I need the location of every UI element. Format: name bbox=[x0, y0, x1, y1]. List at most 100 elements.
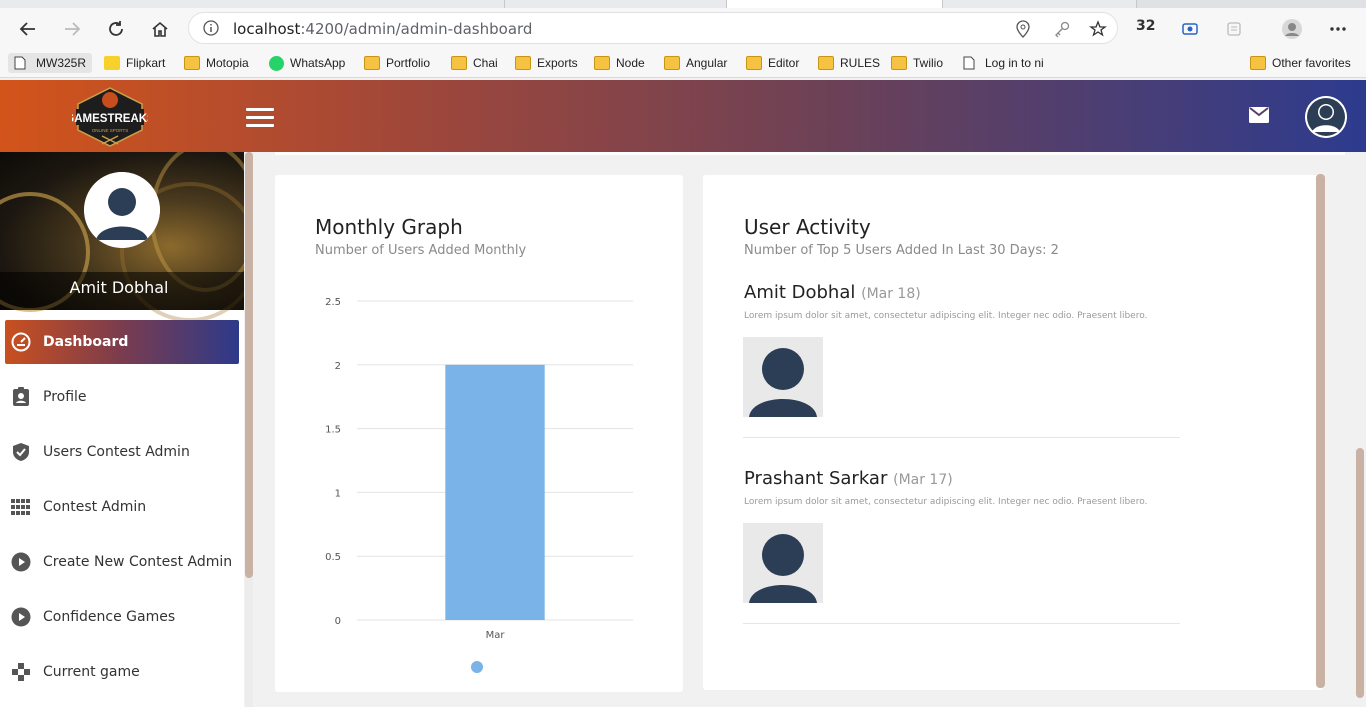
activity-scrollbar[interactable] bbox=[1316, 174, 1325, 688]
folder-icon bbox=[451, 56, 467, 70]
bookmark-label: Twilio bbox=[913, 56, 944, 70]
chart-y-tick-label: 1.5 bbox=[325, 425, 341, 436]
header-avatar[interactable] bbox=[1305, 96, 1347, 138]
folder-icon bbox=[664, 56, 680, 70]
chart-y-tick-label: 1 bbox=[335, 488, 341, 499]
monthly-graph-subtitle: Number of Users Added Monthly bbox=[315, 243, 527, 258]
bookmarks-bar: MW325R Flipkart Motopia WhatsApp Portfol… bbox=[0, 48, 1366, 78]
sidebar-item-label: Contest Admin bbox=[43, 499, 147, 515]
profile-badge-icon bbox=[10, 386, 32, 408]
info-icon[interactable] bbox=[203, 20, 219, 40]
sidebar-scrollbar[interactable] bbox=[245, 152, 253, 707]
bookmark-item[interactable]: Twilio bbox=[891, 53, 943, 73]
monthly-graph-title: Monthly Graph bbox=[315, 215, 463, 239]
other-favorites[interactable]: Other favorites bbox=[1250, 53, 1351, 73]
page-scrollbar-thumb[interactable] bbox=[1356, 448, 1364, 698]
forward-icon[interactable] bbox=[60, 17, 84, 41]
bookmark-item[interactable]: Exports bbox=[515, 53, 578, 73]
browser-tab[interactable] bbox=[0, 0, 505, 8]
activity-user-name[interactable]: Prashant Sarkar (Mar 17) bbox=[744, 468, 953, 489]
folder-icon bbox=[364, 56, 380, 70]
activity-user-avatar[interactable] bbox=[743, 337, 823, 417]
browser-toolbar: localhost:4200/admin/admin-dashboard 32 bbox=[0, 8, 1366, 48]
home-icon[interactable] bbox=[148, 17, 172, 41]
url-text[interactable]: localhost:4200/admin/admin-dashboard bbox=[233, 20, 532, 38]
bookmark-item[interactable]: Node bbox=[594, 53, 645, 73]
bookmark-item[interactable]: Motopia bbox=[184, 53, 249, 73]
bookmark-label: Log in to ni bbox=[985, 56, 1044, 70]
sidebar-item-label: Current game bbox=[43, 664, 140, 680]
browser-tab-active[interactable] bbox=[727, 0, 943, 8]
sidebar-item-contest-admin[interactable]: Contest Admin bbox=[5, 485, 239, 529]
bookmark-label: WhatsApp bbox=[290, 56, 346, 70]
sidebar-avatar bbox=[84, 172, 160, 248]
browser-tab[interactable] bbox=[505, 0, 727, 8]
url-path: :4200/admin/admin-dashboard bbox=[300, 20, 533, 38]
bookmark-item[interactable]: WhatsApp bbox=[269, 53, 345, 73]
refresh-icon[interactable] bbox=[104, 17, 128, 41]
location-icon[interactable] bbox=[1015, 20, 1031, 42]
bookmark-label: Node bbox=[616, 56, 645, 70]
page-icon bbox=[963, 56, 979, 70]
chart-y-tick-label: 0.5 bbox=[325, 552, 341, 563]
bookmark-item[interactable]: Angular bbox=[664, 53, 727, 73]
activity-user-name[interactable]: Amit Dobhal (Mar 18) bbox=[744, 282, 921, 303]
user-activity-card: User Activity Number of Top 5 Users Adde… bbox=[703, 175, 1323, 690]
folder-icon bbox=[184, 56, 200, 70]
browser-tab[interactable] bbox=[943, 0, 1137, 8]
chart-bars bbox=[445, 364, 545, 620]
user-activity-title: User Activity bbox=[744, 215, 871, 239]
bookmark-item[interactable]: Log in to ni bbox=[963, 53, 1044, 73]
bookmark-item[interactable]: RULES bbox=[818, 53, 880, 73]
folder-icon bbox=[515, 56, 531, 70]
bookmark-label: Editor bbox=[768, 56, 800, 70]
gamestreaks-logo[interactable]: GAMESTREAKS ONLINE SPORTS bbox=[65, 86, 155, 148]
back-icon[interactable] bbox=[16, 17, 40, 41]
sidebar-scrollbar-thumb[interactable] bbox=[245, 152, 253, 578]
bookmark-item[interactable]: Flipkart bbox=[104, 53, 165, 73]
activity-user-name-text: Prashant Sarkar bbox=[744, 468, 888, 489]
chart-y-ticks: 0 0.5 1 1.5 2 2.5 bbox=[325, 297, 341, 627]
activity-description: Lorem ipsum dolor sit amet, consectetur … bbox=[744, 311, 1148, 321]
key-icon[interactable] bbox=[1053, 20, 1071, 42]
gamepad-icon bbox=[10, 661, 32, 683]
activity-user-avatar[interactable] bbox=[743, 523, 823, 603]
collections-icon[interactable] bbox=[1222, 17, 1246, 41]
sidebar-item-profile[interactable]: Profile bbox=[5, 375, 239, 419]
bookmark-label: Chai bbox=[473, 56, 498, 70]
extension-counter[interactable]: 32 bbox=[1136, 18, 1156, 34]
play-circle-icon bbox=[10, 551, 32, 573]
bookmark-label: MW325R bbox=[36, 56, 87, 70]
hamburger-menu-icon[interactable] bbox=[246, 108, 274, 128]
favorite-star-icon[interactable] bbox=[1089, 20, 1107, 42]
sidebar-item-label: Dashboard bbox=[43, 334, 129, 350]
sidebar-item-current-game[interactable]: Current game bbox=[5, 650, 239, 694]
sidebar: Amit Dobhal Dashboard Profile Users Cont… bbox=[0, 152, 244, 707]
folder-icon bbox=[746, 56, 762, 70]
other-favorites-label: Other favorites bbox=[1272, 56, 1351, 70]
dashboard-icon bbox=[10, 331, 32, 353]
logo-text: GAMESTREAKS bbox=[72, 113, 148, 125]
user-activity-subtitle: Number of Top 5 Users Added In Last 30 D… bbox=[744, 243, 1059, 258]
bookmark-label: Motopia bbox=[206, 56, 249, 70]
browser-profile-icon[interactable] bbox=[1280, 17, 1304, 41]
monthly-bar-chart: 0 0.5 1 1.5 2 2.5 Mar bbox=[325, 297, 633, 673]
bookmark-item[interactable]: Chai bbox=[451, 53, 498, 73]
bookmark-item[interactable]: Editor bbox=[746, 53, 799, 73]
more-menu-icon[interactable] bbox=[1326, 17, 1350, 41]
page-scrollbar[interactable] bbox=[1353, 152, 1366, 707]
address-bar[interactable]: localhost:4200/admin/admin-dashboard bbox=[188, 12, 1118, 44]
sidebar-item-create-new-contest-admin[interactable]: Create New Contest Admin bbox=[5, 540, 239, 584]
chart-y-tick-label: 0 bbox=[335, 616, 341, 627]
sidebar-item-users-contest-admin[interactable]: Users Contest Admin bbox=[5, 430, 239, 474]
sidebar-item-label: Users Contest Admin bbox=[43, 444, 190, 460]
chart-legend bbox=[471, 661, 483, 673]
bookmark-item[interactable]: MW325R bbox=[8, 53, 93, 73]
bookmark-label: Exports bbox=[537, 56, 578, 70]
extension-icon[interactable] bbox=[1178, 17, 1202, 41]
mail-icon[interactable] bbox=[1248, 106, 1270, 124]
bookmark-item[interactable]: Portfolio bbox=[364, 53, 430, 73]
sidebar-item-dashboard[interactable]: Dashboard bbox=[5, 320, 239, 364]
activity-divider bbox=[743, 437, 1180, 438]
sidebar-item-confidence-games[interactable]: Confidence Games bbox=[5, 595, 239, 639]
